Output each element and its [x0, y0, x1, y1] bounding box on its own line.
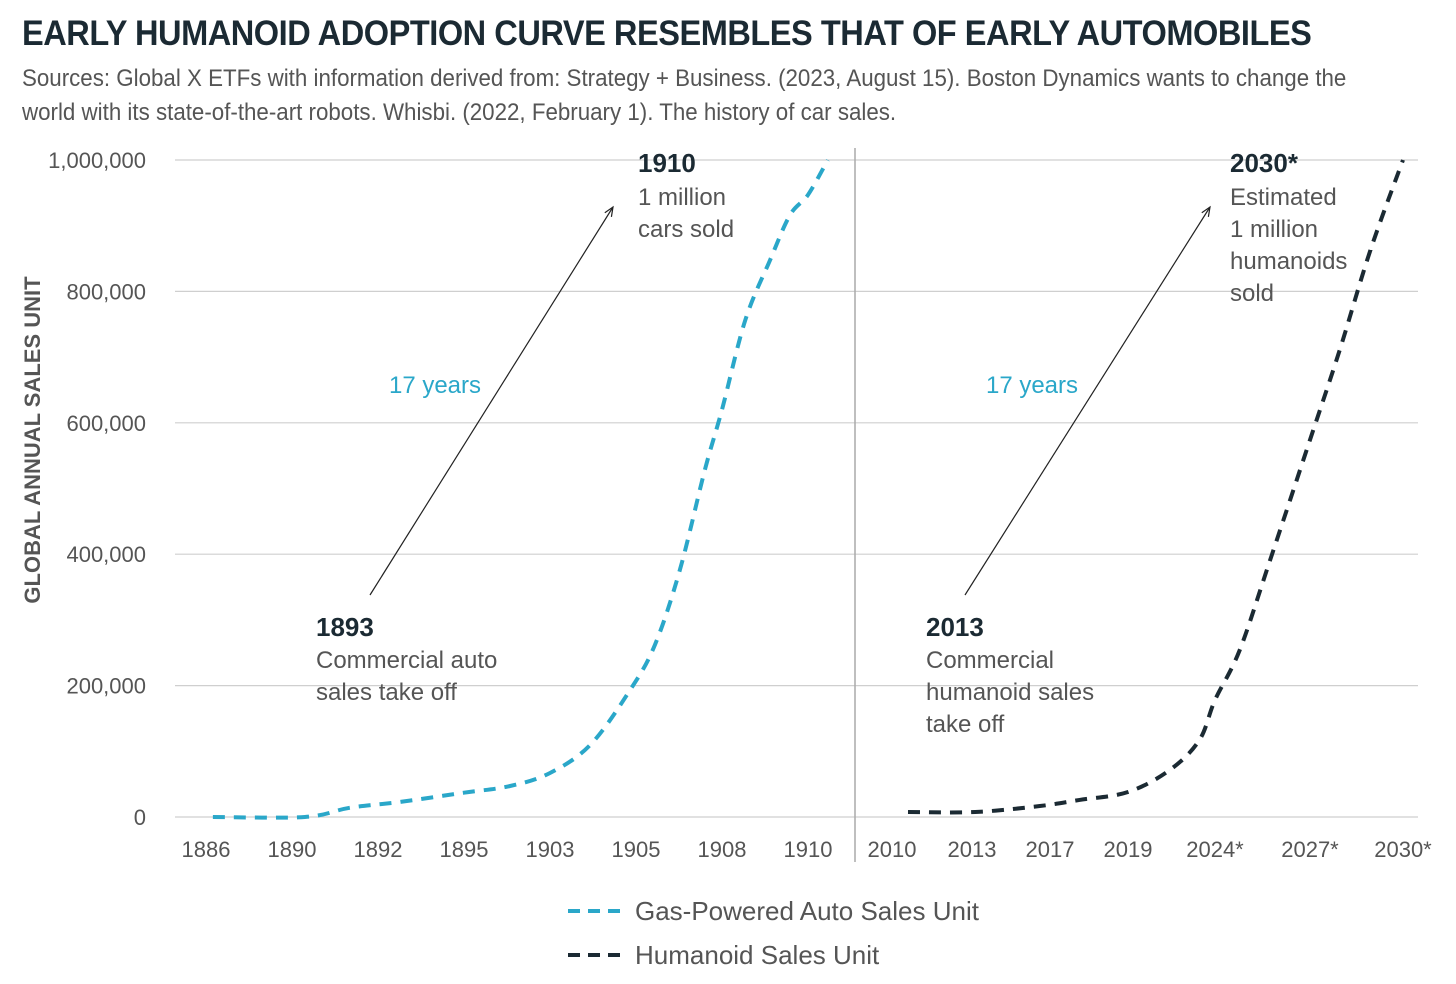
- x-tick-label: 2010: [868, 837, 917, 862]
- end-annotation-text: 1 million: [1230, 216, 1318, 243]
- y-axis-label: GLOBAL ANNUAL SALES UNIT: [20, 276, 45, 604]
- start-year-annotation: 2013: [926, 612, 984, 642]
- y-tick-label: 200,000: [66, 674, 146, 699]
- start-year-annotation: 1893: [316, 612, 374, 642]
- start-annotation-text: Commercial: [926, 647, 1054, 674]
- start-annotation-text: sales take off: [316, 679, 457, 706]
- x-tick-label: 1895: [440, 837, 489, 862]
- x-tick-label: 2017: [1026, 837, 1075, 862]
- chart-title: EARLY HUMANOID ADOPTION CURVE RESEMBLES …: [22, 14, 1312, 53]
- y-tick-label: 800,000: [66, 279, 146, 304]
- end-year-annotation: 1910: [638, 148, 696, 178]
- arrow-head-icon: [1201, 205, 1211, 217]
- x-tick-label: 1905: [612, 837, 661, 862]
- x-tick-label: 1910: [784, 837, 833, 862]
- x-tick-label: 2027*: [1281, 837, 1339, 862]
- y-tick-label: 1,000,000: [48, 148, 146, 173]
- start-annotation-text: Commercial auto: [316, 647, 497, 674]
- span-label: 17 years: [986, 372, 1078, 399]
- start-annotation-text: take off: [926, 711, 1005, 738]
- y-tick-label: 400,000: [66, 542, 146, 567]
- y-tick-label: 0: [134, 805, 146, 830]
- x-tick-label: 2013: [948, 837, 997, 862]
- end-annotation-text: sold: [1230, 280, 1274, 307]
- legend-label: Gas-Powered Auto Sales Unit: [635, 896, 980, 926]
- arrow-head-icon: [604, 205, 614, 217]
- chart-subtitle: Sources: Global X ETFs with information …: [22, 65, 1347, 126]
- y-tick-label: 600,000: [66, 411, 146, 436]
- x-tick-label: 1886: [182, 837, 231, 862]
- legend-label: Humanoid Sales Unit: [635, 940, 880, 970]
- series-line-0: [212, 159, 830, 820]
- x-tick-label: 2030*: [1374, 837, 1432, 862]
- end-annotation-text: humanoids: [1230, 248, 1347, 275]
- x-tick-label: 1892: [354, 837, 403, 862]
- end-annotation-text: cars sold: [638, 216, 734, 243]
- x-tick-label: 1903: [526, 837, 575, 862]
- x-tick-label: 2024*: [1186, 837, 1244, 862]
- end-annotation-text: Estimated: [1230, 184, 1337, 211]
- start-annotation-text: humanoid sales: [926, 679, 1094, 706]
- arrow-line: [964, 206, 1211, 596]
- arrow-line: [369, 206, 614, 596]
- end-annotation-text: 1 million: [638, 184, 726, 211]
- end-year-annotation: 2030*: [1230, 148, 1299, 178]
- x-tick-label: 2019: [1104, 837, 1153, 862]
- span-label: 17 years: [389, 372, 481, 399]
- x-tick-label: 1908: [698, 837, 747, 862]
- x-tick-label: 1890: [268, 837, 317, 862]
